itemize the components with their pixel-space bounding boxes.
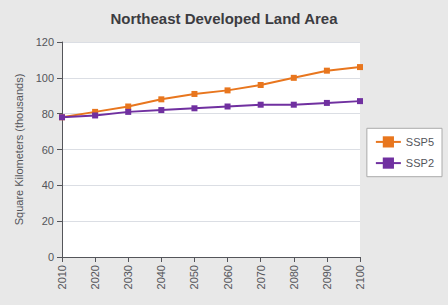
svg-text:100: 100: [36, 72, 54, 84]
svg-text:2050: 2050: [188, 265, 200, 289]
svg-text:Square Kilometers (thousands): Square Kilometers (thousands): [13, 74, 25, 226]
svg-text:2010: 2010: [56, 265, 68, 289]
svg-text:0: 0: [48, 251, 54, 263]
svg-text:SSP2: SSP2: [406, 157, 434, 169]
svg-text:120: 120: [36, 36, 54, 48]
svg-text:2030: 2030: [122, 265, 134, 289]
svg-text:2060: 2060: [222, 265, 234, 289]
svg-text:2020: 2020: [89, 265, 101, 289]
svg-text:Northeast Developed Land Area: Northeast Developed Land Area: [111, 10, 339, 27]
svg-text:2090: 2090: [321, 265, 333, 289]
svg-text:2080: 2080: [288, 265, 300, 289]
svg-text:SSP5: SSP5: [406, 136, 434, 148]
svg-text:2100: 2100: [354, 265, 366, 289]
svg-text:40: 40: [42, 179, 54, 191]
svg-text:60: 60: [42, 144, 54, 156]
svg-text:2070: 2070: [255, 265, 267, 289]
svg-text:80: 80: [42, 108, 54, 120]
svg-text:2040: 2040: [155, 265, 167, 289]
svg-text:20: 20: [42, 215, 54, 227]
